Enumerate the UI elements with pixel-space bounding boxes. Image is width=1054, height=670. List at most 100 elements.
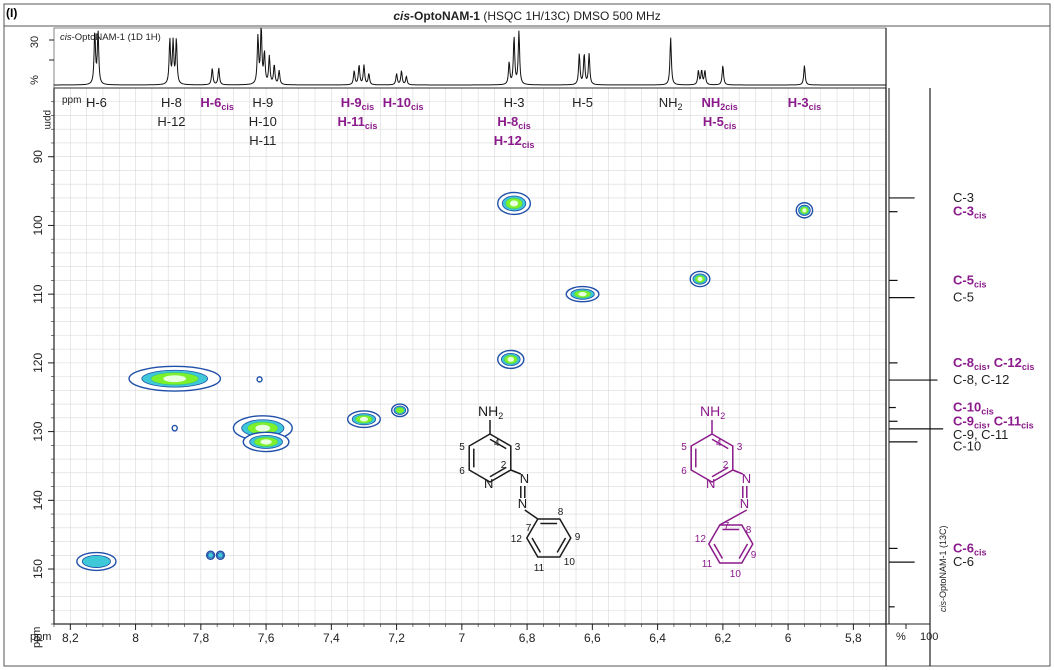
c-label: C-9, C-11 [953,427,1008,442]
y-tick-label: 120 [31,353,45,373]
x-tick-label: 7,4 [323,631,340,645]
cross-peak-core [359,416,369,422]
cis-structure-double-bond [711,438,729,450]
x-tick-label: 7 [458,631,465,645]
cis-structure-num: 6 [681,466,687,477]
trans-structure [468,420,572,558]
trans-structure-azo-n: N [520,471,529,486]
y-tick-label: 140 [31,490,45,510]
c-label: C-6cis [953,540,986,557]
x-tick-label: 6,4 [649,631,666,645]
chart-title: cis-OptoNAM-1 (HSQC 1H/13C) DMSO 500 MHz [393,9,660,23]
cis-structure-double-bond [711,466,729,478]
cross-peak-core [255,424,271,432]
side-trace-label: cis-OptoNAM-1 (13C) [938,525,948,612]
cross-peak-mid [207,552,214,559]
cis-structure-num: 2 [723,460,729,471]
trans-structure-pyridine-ring [468,433,512,483]
cis-structure-phenyl-double [738,543,749,559]
pct-bottom-label: % [896,631,906,643]
trans-structure-num: 2 [501,460,507,471]
ppm-left-label: ppm [42,110,53,129]
x-tick-label: 6,6 [584,631,601,645]
cross-peak-mid [217,552,224,559]
trans-structure-phenyl-double [556,537,567,553]
trans-structure-num: 10 [564,557,576,568]
trans-structure-num: 9 [575,532,581,543]
cross-peak [256,376,263,383]
trans-structure-num: 5 [459,442,465,453]
cis-structure-num: 4 [716,438,722,449]
cross-peak-core [507,356,515,362]
cis-structure-num: 10 [730,569,742,580]
x-tick-label: 6,8 [519,631,536,645]
cross-peak-outer [171,424,178,432]
cross-peak-inner [395,406,405,414]
y-tick-label: 100 [31,215,45,235]
cross-peak [390,403,409,418]
cross-peak [242,431,290,453]
cross-peak [215,550,226,561]
x-tick-label: 8 [132,631,139,645]
cross-peak [76,551,117,572]
cis-structure-azo-bond [732,469,744,475]
cross-peak-core [578,292,587,297]
cross-peak [128,365,222,392]
x-tick-label: 7,2 [388,631,405,645]
trans-structure-double-bond [489,466,507,478]
x-tick-label: 5,8 [845,631,862,645]
cross-peak-core [163,375,187,383]
x-tick-label: 7,8 [192,631,209,645]
y-tick-label: 130 [31,421,45,441]
cross-peaks [76,191,814,572]
cross-peak [497,191,532,216]
cross-peak-core [260,439,272,445]
cross-peak [795,202,814,219]
cross-peak-core [509,200,519,207]
grid-lines [53,87,887,625]
cis-structure-ring-n: N [706,476,715,491]
cis-structure-num: 11 [702,559,713,570]
trans-structure-num: 12 [511,534,523,545]
h-label: H-10cis [383,95,424,112]
top-1d-spectrum [53,27,886,86]
cross-peak [565,285,600,303]
cis-structure-pyridine-ring [690,433,734,483]
c-label: C-10 [953,439,981,454]
trans-structure-num: 6 [459,466,465,477]
c-label: C-9cis, C-11cis [953,413,1034,430]
c-label: C-3cis [953,204,986,221]
cis-structure [690,420,754,564]
main-plot-frame [53,87,887,625]
c-label: C-8cis, C-12cis [953,355,1034,372]
top-trace-label: cis-OptoNAM-1 (1D 1H) [60,32,161,43]
cis-structure-num: 3 [737,442,743,453]
y-tick-label: 90 [31,150,45,164]
c-label: C-3 [953,190,974,205]
h-label: H-5cis [703,114,736,131]
trans-structure-ring-n: N [484,476,493,491]
trans-structure-phenyl-double [531,537,542,553]
x-axis-ppm-label: ppm [30,631,51,643]
panel-letter: (I) [6,6,18,20]
cross-peak-core [697,276,703,282]
top-trace-tick-30: 30 [29,36,41,48]
c-label: C-6 [953,554,974,569]
h-label: NH2 [659,95,683,112]
c-label: C-10cis [953,400,994,417]
x-tick-label: 8,2 [62,631,79,645]
y-tick-label: 150 [31,559,45,579]
cis-structure-phenyl-double [713,543,724,559]
h-label: H-11 [249,133,276,148]
cis-structure-azo-n2: N [740,496,749,511]
h-label: H-3cis [788,95,821,112]
cross-peak [171,424,178,432]
x-tick-label: 6,2 [715,631,732,645]
h-label: H-9 [252,95,273,110]
cis-structure-n-aryl-bond [719,509,748,526]
cis-structure-azo-n: N [742,471,751,486]
trans-structure-double-bond [489,438,507,450]
cross-peak [346,410,381,429]
y-tick-label: 110 [31,284,45,303]
